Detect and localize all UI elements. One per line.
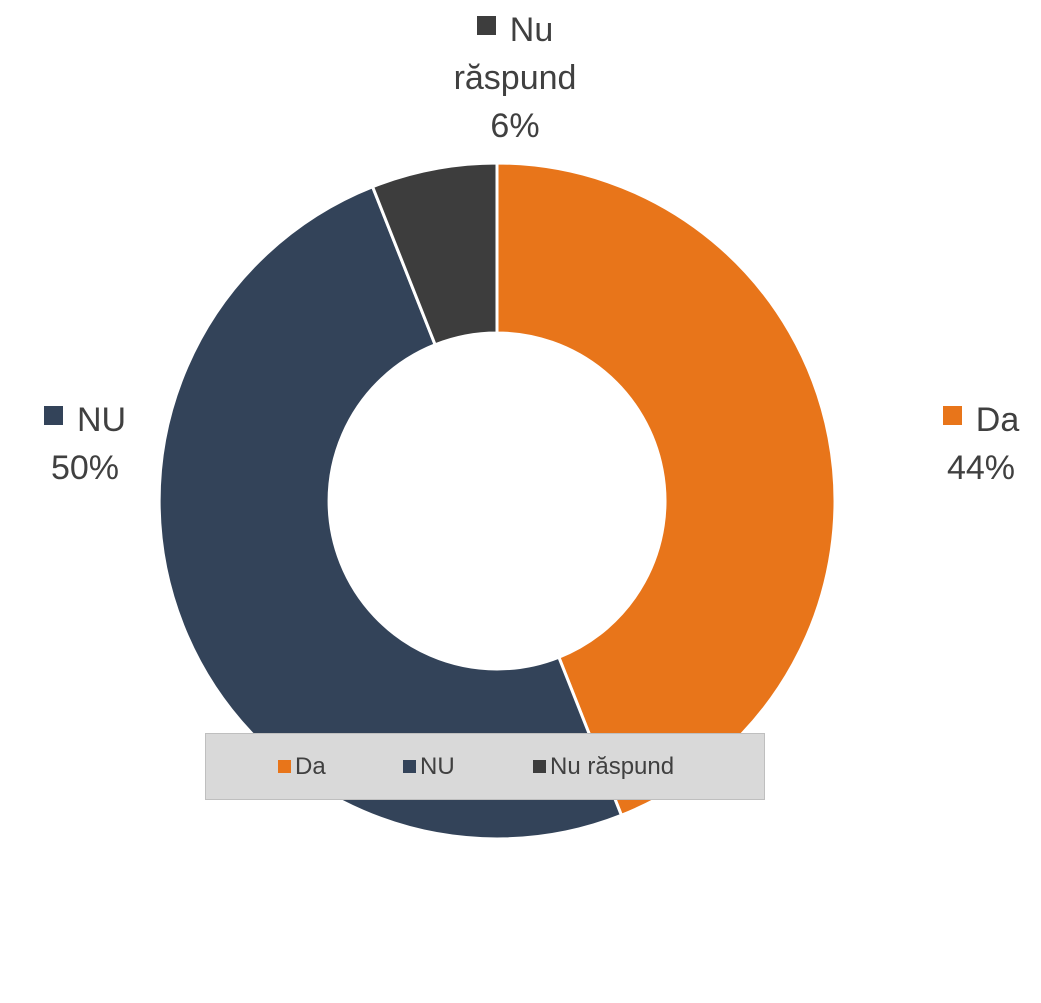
label-swatch xyxy=(942,406,962,425)
legend-swatch xyxy=(278,760,291,773)
data-label: Da 44% xyxy=(925,396,1037,492)
legend-swatch xyxy=(403,760,416,773)
label-swatch xyxy=(476,16,496,35)
label-swatch xyxy=(43,406,63,425)
donut-slice xyxy=(370,161,499,347)
label-category: NU xyxy=(76,401,127,439)
legend-item: Da xyxy=(278,734,326,799)
label-category: Nu răspund xyxy=(453,11,577,97)
label-value: 44% xyxy=(946,449,1016,487)
legend-label: Nu răspund xyxy=(550,753,675,780)
legend-item: Nu răspund xyxy=(533,734,674,799)
legend: Da NU Nu răspund xyxy=(205,733,765,800)
legend-label: Da xyxy=(295,753,326,780)
legend-label: NU xyxy=(420,753,455,780)
data-label: NU 50% xyxy=(0,396,170,492)
legend-item: NU xyxy=(403,734,455,799)
legend-swatch xyxy=(533,760,546,773)
label-value: 6% xyxy=(490,107,540,145)
label-value: 50% xyxy=(50,449,120,487)
data-label: Nu răspund 6% xyxy=(415,6,615,150)
label-category: Da xyxy=(975,401,1020,439)
